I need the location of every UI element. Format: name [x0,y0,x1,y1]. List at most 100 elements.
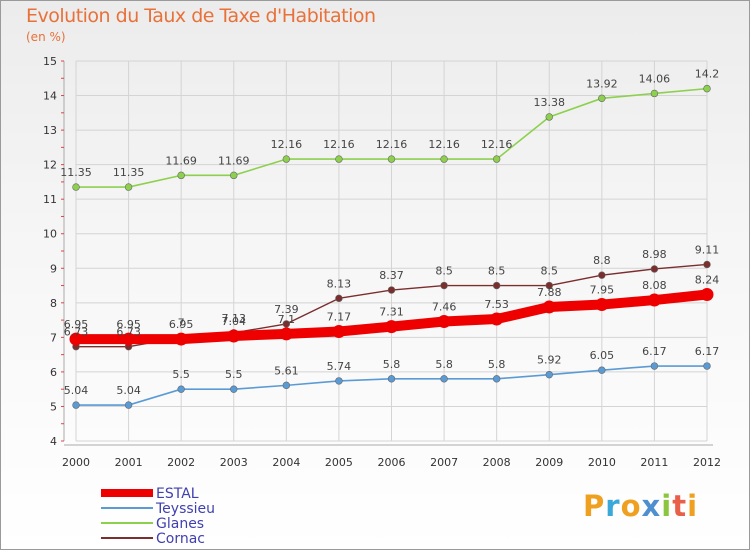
data-label: 5.5 [172,368,190,381]
data-label: 12.16 [428,138,460,151]
data-point [440,375,448,383]
logo-letter: r [605,489,621,523]
data-label: 8.5 [435,265,453,278]
data-label: 5.04 [116,384,141,397]
x-tick-label: 2000 [62,456,90,469]
legend-label-teyssieu: Teyssieu [155,501,215,517]
data-label: 14.06 [639,72,671,85]
data-label: 8.98 [642,248,667,261]
data-labels: 6.95 6.95 6.95 7.04 7.1 7.17 7.31 7.46 7.53 7.88 7… [60,68,719,397]
data-label: 6.95 [116,318,141,331]
x-tick-label: 2003 [220,456,248,469]
data-point [177,385,185,393]
data-label: 5.8 [435,358,453,371]
data-point [335,155,343,163]
data-point [72,401,80,409]
data-point [650,89,659,98]
y-tick-label: 11 [43,193,57,206]
data-label: 7.1 [278,313,296,326]
data-point [387,155,396,163]
data-label: 8.08 [642,279,667,292]
data-label: 6.95 [169,318,194,331]
data-point [703,84,711,93]
legend-label-cornac: Cornac [156,531,205,547]
data-point [545,113,553,121]
y-tick-label: 4 [50,435,57,448]
data-label: 13.38 [534,96,566,109]
data-point [279,327,293,341]
y-tick-label: 6 [50,366,57,379]
data-label: 6.73 [116,326,141,339]
data-point [387,286,396,294]
data-point [650,265,659,273]
data-point [542,300,556,314]
data-label: 7.31 [379,306,404,319]
data-point [177,171,185,180]
data-label: 14.2 [695,68,720,81]
data-point [282,320,291,328]
logo-letter: x [641,489,662,523]
data-label: 7.13 [222,312,247,325]
data-label: 7.04 [222,315,247,328]
data-label: 8.5 [541,265,559,278]
data-point [72,183,80,191]
series-layer [69,84,714,409]
x-tick-label: 2012 [693,456,721,469]
data-label: 11.35 [113,166,145,179]
data-label: 12.16 [376,138,408,151]
chart-subtitle: (en %) [26,30,66,44]
data-label: 8.5 [488,265,506,278]
y-tick-label: 8 [50,297,57,310]
logo-letter: i [661,489,673,523]
data-label: 8.24 [695,274,720,287]
data-label: 7.53 [484,298,509,311]
legend-label-glanes: Glanes [156,516,204,532]
data-label: 7.17 [327,310,352,323]
data-label: 5.74 [327,360,352,373]
x-tick-label: 2010 [588,456,616,469]
x-tick-label: 2006 [378,456,406,469]
data-point [598,366,606,374]
data-label: 12.16 [271,138,303,151]
data-point [332,324,346,338]
data-label: 7.46 [432,300,457,313]
x-tick-label: 2007 [430,456,458,469]
data-point [647,293,661,307]
x-tick-label: 2008 [483,456,511,469]
data-point [69,332,83,346]
data-point [595,298,609,312]
y-tick-label: 13 [43,124,57,137]
x-tick-label: 2001 [115,456,143,469]
data-label: 6.95 [64,318,89,331]
grid [75,60,708,442]
legend-label-estal: ESTAL [156,486,199,502]
data-label: 11.69 [165,154,197,167]
data-label: 8.13 [327,277,352,290]
y-tick-label: 5 [50,400,57,413]
y-tick-label: 15 [43,55,57,68]
axes: 4 5 6 7 8 9 10 11 12 13 14 15 2000 2001 2002 2003 2004 20… [43,55,721,469]
data-label: 9.11 [695,243,720,256]
data-point [703,260,711,269]
data-point [124,401,133,409]
y-tick-label: 7 [50,331,57,344]
data-label: 5.8 [383,358,401,371]
data-label: 7.95 [590,284,615,297]
y-tick-label: 9 [50,262,57,275]
data-point [122,332,136,346]
data-point [124,183,133,191]
logo-letter: i [687,489,699,523]
data-point [598,94,606,103]
x-tick-label: 2005 [325,456,353,469]
logo-letter: P [583,489,606,523]
x-tick-label: 2009 [535,456,563,469]
data-point [440,281,448,290]
data-label: 5.61 [274,364,299,377]
data-label: 5.8 [488,358,506,371]
proxiti-logo: Proxiti [583,489,698,523]
data-point [700,288,714,302]
data-label: 7.39 [274,303,299,316]
logo-letter: t [672,489,688,523]
